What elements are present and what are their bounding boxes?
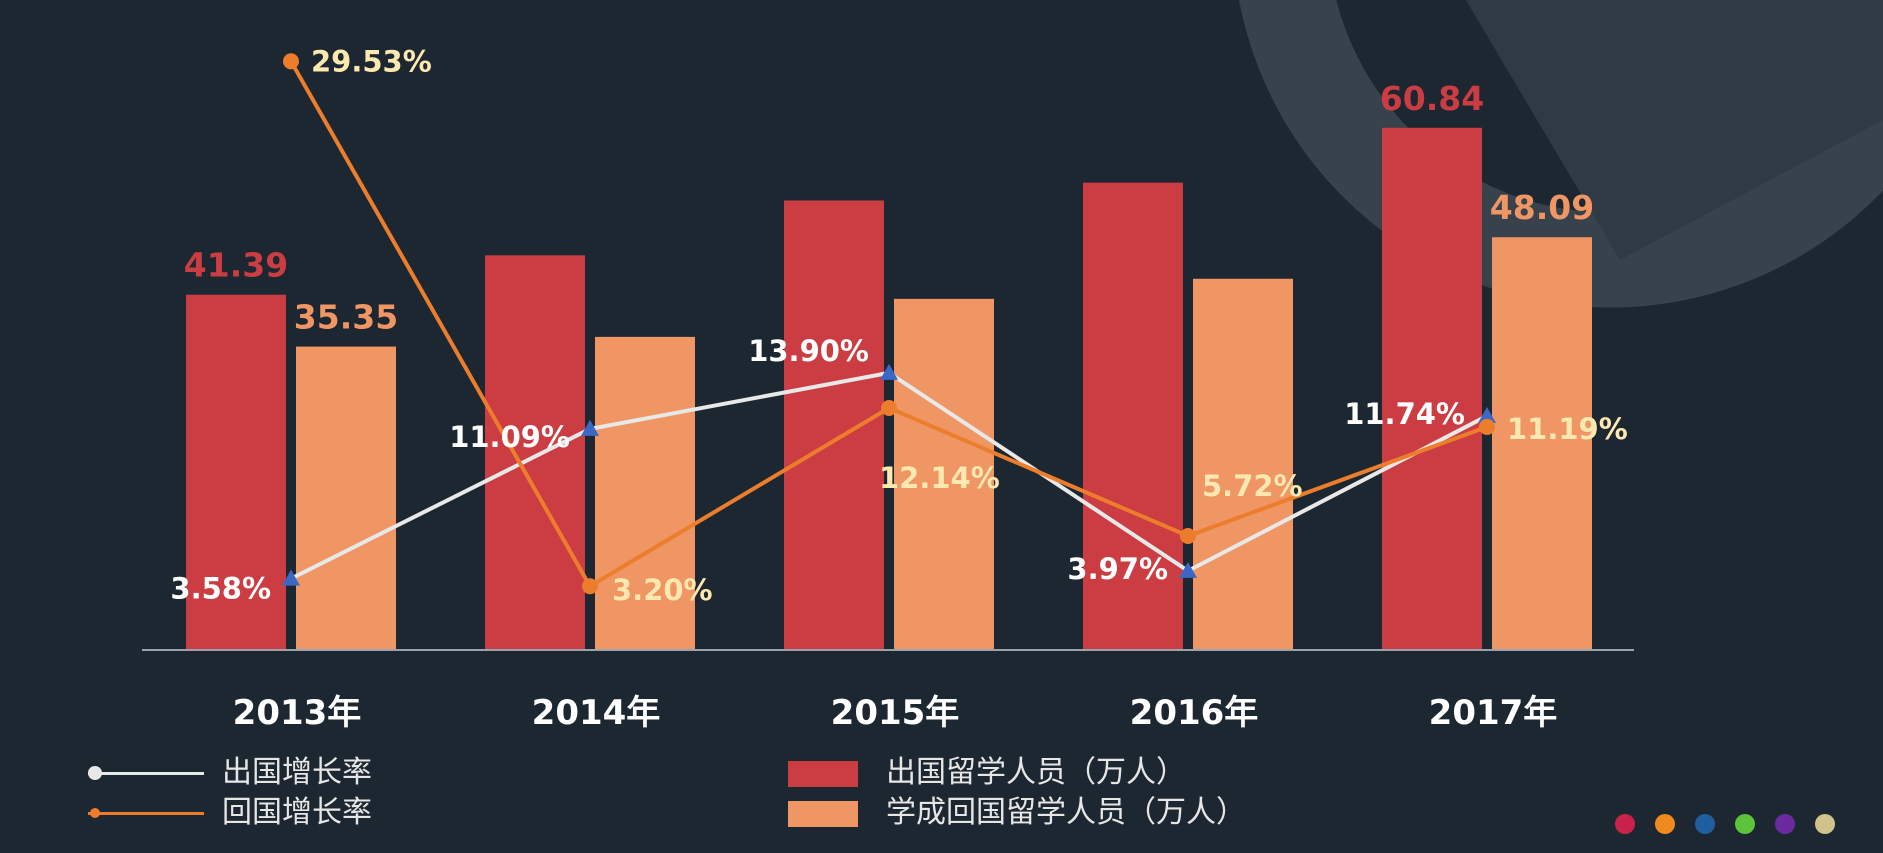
circle-marker — [582, 578, 598, 595]
bar — [784, 200, 884, 650]
bar — [894, 298, 994, 650]
circle-marker — [283, 53, 299, 70]
decor-shape — [1465, 0, 1883, 260]
bar — [296, 346, 396, 650]
legend-line-swatch — [88, 772, 204, 775]
triangle-marker — [1179, 561, 1197, 578]
page-dot[interactable] — [1775, 814, 1795, 834]
legend-dot-icon — [90, 808, 100, 818]
bar — [1083, 182, 1183, 650]
page-dot[interactable] — [1695, 814, 1715, 834]
rate-label: 29.53% — [311, 44, 432, 78]
legend-label: 出国留学人员（万人） — [886, 755, 1186, 790]
bar-group — [186, 127, 1592, 651]
rate-label: 13.90% — [748, 334, 869, 368]
bar — [1193, 278, 1293, 650]
x-tick-label: 2013年 — [233, 693, 362, 733]
rate-label: 11.74% — [1344, 397, 1465, 431]
bar-value-label: 48.09 — [1490, 188, 1594, 227]
page-dot[interactable] — [1655, 814, 1675, 834]
page-dot[interactable] — [1615, 814, 1635, 834]
bar — [595, 336, 695, 650]
rate-label: 3.20% — [612, 573, 713, 607]
triangle-marker — [581, 419, 599, 436]
legend-label: 学成回国留学人员（万人） — [886, 795, 1246, 830]
bar-value-label: 35.35 — [294, 298, 398, 337]
x-tick-label: 2016年 — [1130, 693, 1259, 733]
line-group — [282, 53, 1496, 595]
rate-label: 5.72% — [1202, 469, 1303, 503]
triangle-marker — [282, 569, 300, 586]
rate-label: 12.14% — [879, 461, 1000, 495]
circle-marker — [1479, 418, 1495, 435]
bar — [186, 294, 286, 650]
bar-value-label: 60.84 — [1380, 79, 1484, 118]
background-decoration — [1239, 0, 1883, 308]
page-indicator — [1595, 814, 1835, 838]
legend-line-swatch — [88, 812, 204, 815]
x-tick-label: 2015年 — [831, 693, 960, 733]
label-group: 41.39 60.84 35.35 48.09 3.58% 11.09% 13.90% 3.9… — [170, 44, 1627, 607]
legend-label: 回国增长率 — [222, 795, 372, 830]
legend-bar-swatch — [788, 761, 858, 787]
page-dot[interactable] — [1815, 814, 1835, 834]
bar — [1492, 237, 1592, 651]
rate-label: 11.09% — [449, 420, 570, 454]
page-dot[interactable] — [1735, 814, 1755, 834]
legend-bar-swatch — [788, 801, 858, 827]
x-tick-group: 2013年 2014年 2015年 2016年 2017年 — [233, 693, 1558, 733]
triangle-marker — [880, 363, 898, 380]
decor-arc — [1239, 0, 1883, 308]
x-tick-label: 2014年 — [532, 693, 661, 733]
triangle-marker — [1478, 406, 1496, 423]
legend-dot-icon — [88, 766, 102, 780]
rate-label: 3.58% — [170, 572, 271, 606]
circle-marker — [1180, 527, 1196, 544]
bar — [485, 255, 585, 651]
bar-value-label: 41.39 — [184, 246, 288, 285]
rate-label: 3.97% — [1067, 552, 1168, 586]
rate-label: 11.19% — [1507, 412, 1628, 446]
legend-label: 出国增长率 — [222, 755, 372, 790]
x-tick-label: 2017年 — [1429, 693, 1558, 733]
bar — [1382, 127, 1482, 651]
circle-marker — [881, 399, 897, 416]
